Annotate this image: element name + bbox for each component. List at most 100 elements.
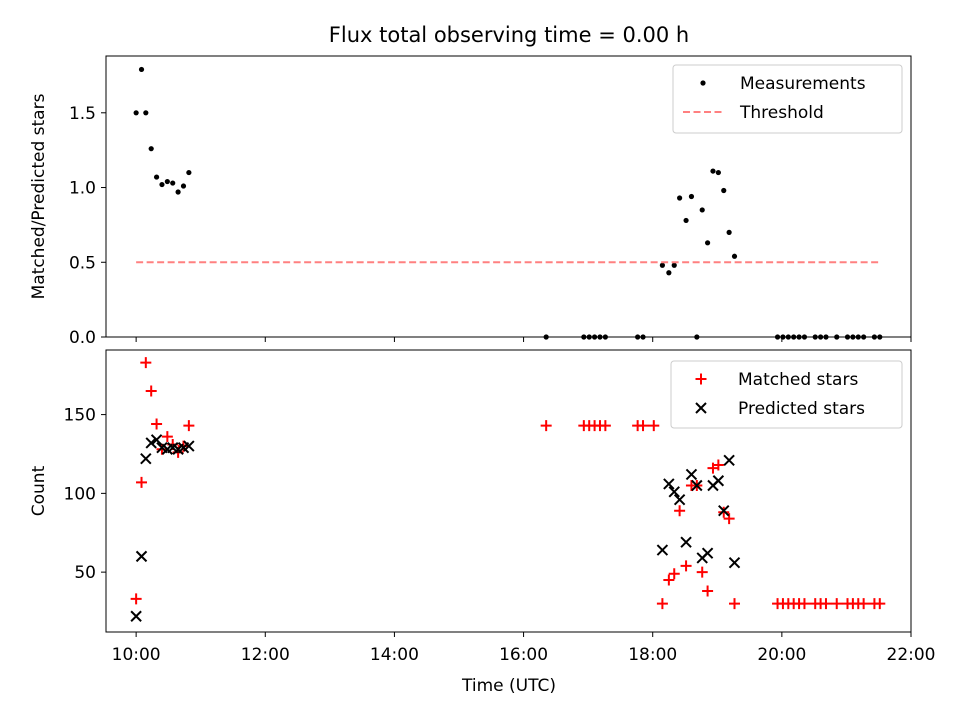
- matched-star-point: [183, 420, 195, 432]
- x-tick-label: 14:00: [370, 645, 419, 665]
- measurement-point: [699, 207, 705, 213]
- measurement-point: [138, 66, 145, 73]
- legend-box: [672, 64, 903, 134]
- x-tick-label: 16:00: [499, 645, 548, 665]
- measurement-point: [704, 240, 711, 246]
- top-panel: 0.0 0.5 1.0 1.5 Matched/Predicted stars Mea…: [29, 55, 912, 348]
- measurement-point: [153, 174, 160, 180]
- predicted-star-point: [712, 475, 725, 487]
- x-tick-label: 20:00: [757, 645, 806, 665]
- legend-label: Measurements: [740, 74, 866, 94]
- measurement-point: [180, 183, 187, 189]
- matched-star-point: [136, 476, 148, 488]
- measurement-point: [143, 110, 149, 116]
- predicted-star-point: [723, 454, 735, 466]
- matched-star-point: [130, 593, 142, 605]
- matched-star-point: [858, 598, 870, 610]
- measurement-point: [666, 270, 672, 276]
- measurement-point: [683, 217, 689, 224]
- matched-star-point: [820, 598, 832, 610]
- measurement-point: [726, 229, 732, 235]
- matched-star-point: [696, 566, 708, 578]
- matched-star-point: [161, 431, 173, 443]
- bottom-y-axis-label: Count: [29, 465, 49, 516]
- y-tick-label: 150: [64, 406, 96, 426]
- legend-swatch: [695, 373, 707, 385]
- x-tick-label: 12:00: [241, 645, 290, 665]
- measurement-point: [677, 195, 683, 201]
- measurement-point: [175, 189, 181, 195]
- matched-star-point: [599, 420, 611, 432]
- measurement-point: [731, 253, 738, 259]
- predicted-star-point: [728, 556, 741, 569]
- matched-star-point: [680, 560, 692, 572]
- matched-star-point: [656, 598, 668, 610]
- legend-swatch: [695, 402, 707, 414]
- matched-star-point: [702, 585, 714, 597]
- legend-swatch: [700, 80, 706, 86]
- measurement-point: [148, 146, 154, 152]
- bottom-legend: Matched stars Predicted stars: [670, 360, 903, 429]
- legend-box: [670, 360, 903, 429]
- y-tick-label: 50: [74, 563, 96, 583]
- matched-star-point: [151, 418, 163, 430]
- legend-label: Matched stars: [738, 370, 858, 390]
- matched-star-point: [718, 506, 730, 518]
- measurement-point: [164, 178, 170, 185]
- predicted-star-point: [668, 486, 680, 498]
- predicted-star-point: [150, 434, 163, 446]
- predicted-star-point: [183, 440, 195, 452]
- bottom-panel: 10:00 12:00 14:00 16:00 18:00 20:00 22:00 50 100…: [29, 349, 936, 665]
- y-tick-label: 1.0: [69, 179, 96, 199]
- matched-star-point: [668, 568, 680, 580]
- top-panel-marks: [133, 66, 883, 340]
- measurement-point: [159, 181, 165, 188]
- legend-label: Threshold: [739, 103, 824, 123]
- top-panel-frame: [105, 55, 912, 338]
- predicted-star-point: [145, 437, 157, 449]
- measurement-point: [710, 168, 716, 174]
- predicted-star-point: [691, 479, 703, 492]
- matched-star-point: [798, 598, 810, 610]
- measurement-point: [721, 187, 727, 194]
- predicted-star-point: [656, 544, 669, 556]
- y-tick-label: 0.5: [69, 253, 96, 273]
- measurement-point: [133, 110, 139, 116]
- measurement-point: [671, 262, 677, 268]
- predicted-star-point: [663, 478, 675, 490]
- x-tick-label: 22:00: [887, 645, 936, 665]
- matched-star-point: [831, 598, 843, 610]
- y-tick-label: 1.5: [69, 104, 96, 124]
- matched-star-point: [177, 440, 189, 452]
- matched-star-point: [674, 505, 686, 517]
- y-tick-label: 0.0: [69, 328, 96, 348]
- x-axis-label: Time (UTC): [461, 676, 556, 696]
- top-chart-title: Flux total observing time = 0.00 h: [329, 23, 689, 47]
- x-tick-label: 18:00: [628, 645, 677, 665]
- predicted-star-point: [685, 468, 698, 481]
- matched-star-point: [712, 459, 724, 471]
- predicted-star-point: [135, 550, 148, 563]
- matched-star-point: [540, 420, 552, 432]
- measurement-point: [688, 193, 695, 200]
- legend-label: Predicted stars: [738, 399, 865, 419]
- top-legend: Measurements Threshold: [672, 64, 903, 134]
- predicted-star-point: [130, 610, 142, 622]
- predicted-star-point: [680, 536, 692, 548]
- measurement-point: [715, 169, 721, 176]
- matched-star-point: [663, 574, 675, 586]
- matched-star-point: [874, 598, 886, 610]
- bottom-panel-frame: [105, 349, 912, 633]
- matched-star-point: [648, 420, 660, 432]
- measurement-point: [659, 262, 665, 268]
- matched-star-point: [637, 420, 649, 432]
- top-panel-ticks: 0.0 0.5 1.0 1.5: [69, 104, 912, 348]
- measurement-point: [170, 180, 176, 186]
- matched-star-point: [140, 357, 152, 369]
- bottom-panel-marks: [130, 357, 886, 622]
- predicted-star-point: [673, 493, 686, 506]
- predicted-star-point: [140, 452, 152, 465]
- top-y-axis-label: Matched/Predicted stars: [29, 93, 49, 299]
- predicted-star-point: [701, 547, 714, 559]
